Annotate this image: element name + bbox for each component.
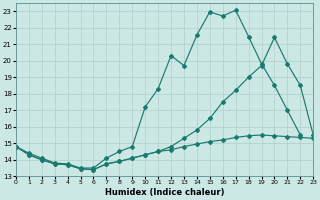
X-axis label: Humidex (Indice chaleur): Humidex (Indice chaleur) bbox=[105, 188, 224, 197]
